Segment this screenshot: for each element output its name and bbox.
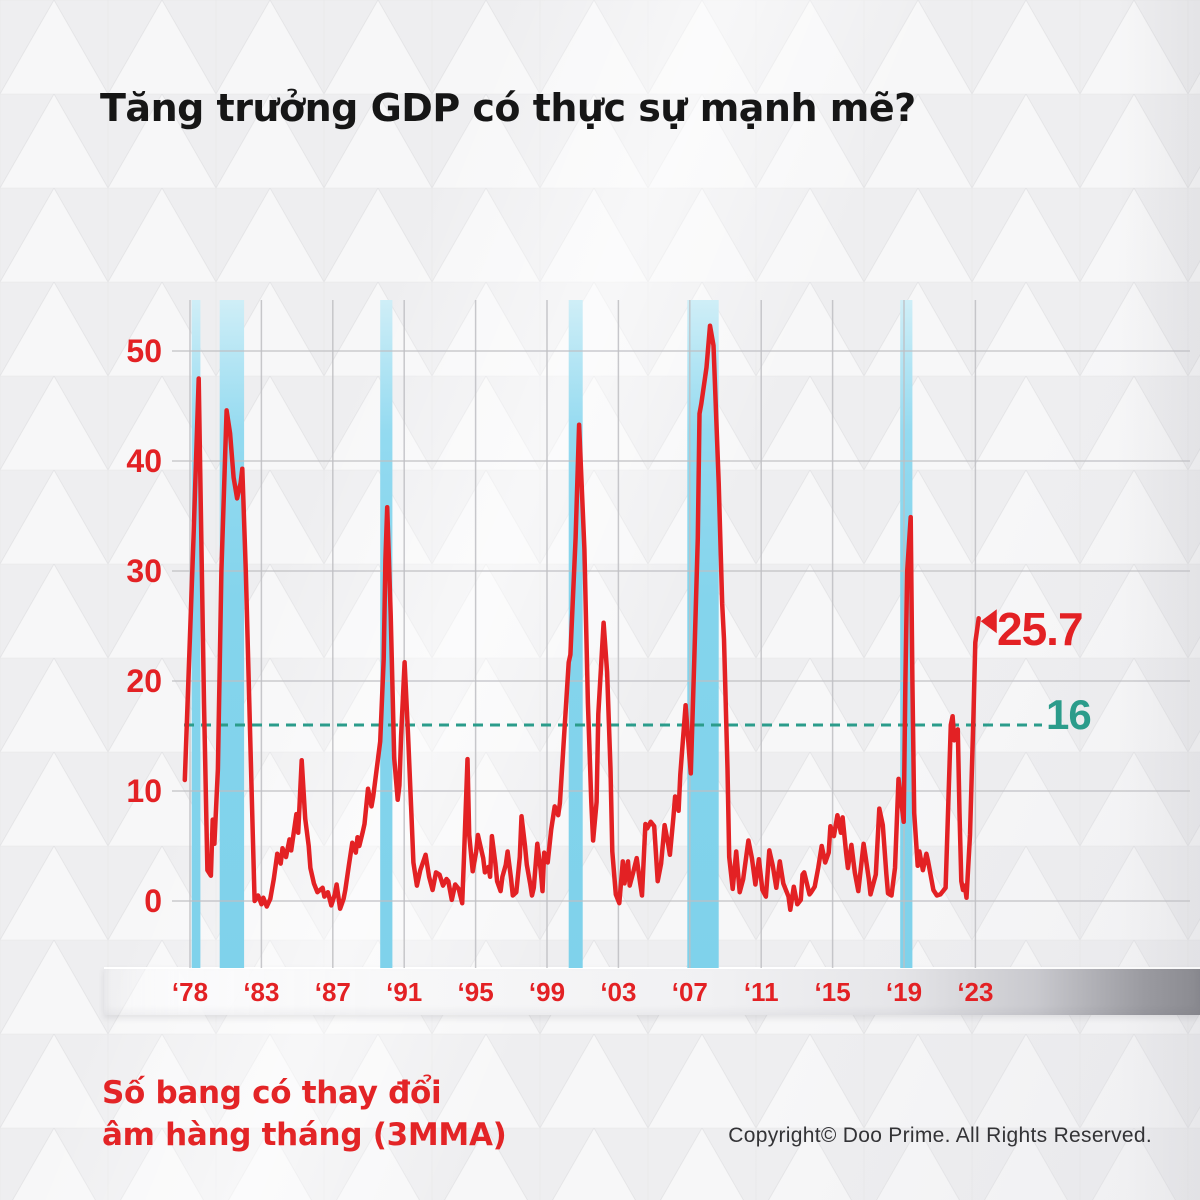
series-line	[182, 323, 981, 913]
x-tick-label: ‘11	[744, 977, 779, 1007]
reference-value-annotation: 16	[1046, 691, 1092, 738]
y-tick-label: 20	[126, 663, 162, 699]
y-tick-label: 0	[144, 883, 162, 919]
recession-band	[687, 300, 719, 968]
footnote-line-1: Số bang có thay đổi	[102, 1075, 442, 1111]
footnote-line-2: âm hàng tháng (3MMA)	[102, 1117, 507, 1153]
footnote: Số bang có thay đổi âm hàng tháng (3MMA)	[102, 1072, 622, 1156]
x-tick-label: ‘91	[386, 977, 422, 1007]
x-tick-label: ‘23	[957, 977, 993, 1007]
recession-band	[219, 300, 245, 968]
x-tick-label: ‘83	[243, 977, 279, 1007]
latest-value-arrow-icon	[980, 609, 997, 634]
latest-value-annotation: 25.7	[997, 603, 1084, 655]
y-tick-label: 30	[126, 553, 162, 589]
y-tick-label: 40	[126, 443, 162, 479]
y-tick-label: 10	[126, 773, 162, 809]
copyright-text: Copyright© Doo Prime. All Rights Reserve…	[728, 1124, 1152, 1147]
page-title: Tăng trưởng GDP có thực sự mạnh mẽ?	[100, 86, 916, 130]
x-axis-ribbon	[104, 967, 1200, 1015]
x-tick-label: ‘87	[315, 977, 351, 1007]
x-tick-label: ‘19	[886, 977, 922, 1007]
x-tick-label: ‘15	[815, 977, 851, 1007]
x-tick-label: ‘78	[172, 977, 208, 1007]
x-tick-label: ‘07	[672, 977, 708, 1007]
x-tick-label: ‘03	[600, 977, 636, 1007]
recession-band	[191, 300, 201, 968]
y-tick-label: 50	[126, 333, 162, 369]
x-tick-label: ‘95	[458, 977, 494, 1007]
x-tick-label: ‘99	[529, 977, 565, 1007]
